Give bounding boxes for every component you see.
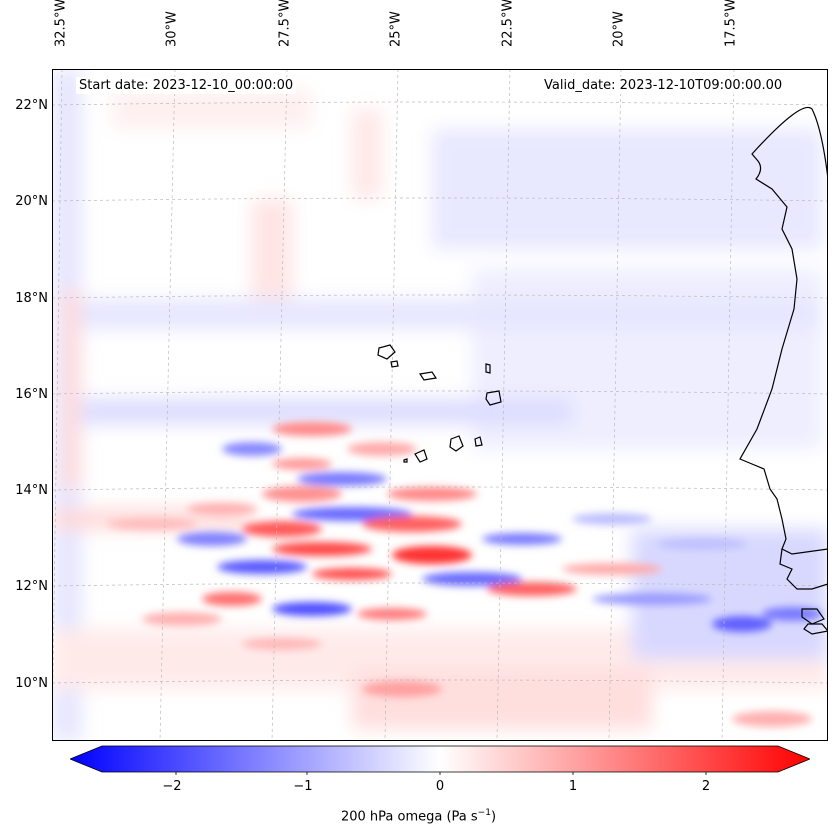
map-frame xyxy=(52,69,828,741)
lat-label: 18°N xyxy=(15,291,48,306)
lon-label: 22.5°W xyxy=(500,0,516,47)
colorbar-tick-label: 1 xyxy=(568,779,578,794)
island xyxy=(377,344,396,360)
omega-convective-field xyxy=(107,422,822,727)
colorbar xyxy=(70,745,810,775)
colorbar-tick-label: −2 xyxy=(162,779,182,794)
lat-label: 22°N xyxy=(15,98,48,113)
graticule xyxy=(52,69,828,741)
lon-label: 27.5°W xyxy=(277,0,293,47)
colorbar-gradient xyxy=(70,745,810,773)
colorbar-tick-label: −1 xyxy=(293,779,313,794)
lat-label: 12°N xyxy=(15,579,48,594)
lon-label: 17.5°W xyxy=(723,0,739,47)
colorbar-label: 200 hPa omega (Pa s−1) xyxy=(340,808,497,825)
lat-label: 16°N xyxy=(15,387,48,402)
lat-label: 20°N xyxy=(15,194,48,209)
lat-label: 14°N xyxy=(15,483,48,498)
start-date-label: Start date: 2023-12-10_00:00:00 xyxy=(76,77,297,94)
lat-label: 10°N xyxy=(15,676,48,691)
coastline xyxy=(377,69,828,635)
omega-background-field xyxy=(52,69,828,741)
colorbar-tick-label: 0 xyxy=(435,779,445,794)
lon-label: 20°W xyxy=(611,11,627,47)
lon-label: 30°W xyxy=(164,11,180,47)
colorbar-ticks xyxy=(175,772,707,775)
lon-label: 25°W xyxy=(388,11,404,47)
lon-label: 32.5°W xyxy=(53,0,69,47)
colorbar-tick-label: 2 xyxy=(701,779,711,794)
omega-map xyxy=(52,69,828,741)
valid-date-label: Valid_date: 2023-12-10T09:00:00.00 xyxy=(540,77,787,94)
